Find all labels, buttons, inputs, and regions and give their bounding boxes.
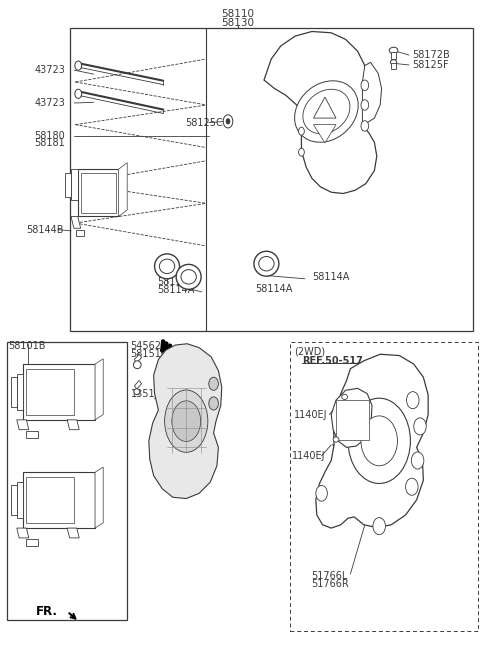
- Ellipse shape: [295, 81, 358, 142]
- Ellipse shape: [75, 61, 82, 70]
- Text: 51766R: 51766R: [311, 579, 349, 589]
- Bar: [391, 63, 396, 69]
- Ellipse shape: [159, 259, 175, 274]
- Text: 1140EJ: 1140EJ: [292, 451, 325, 461]
- Ellipse shape: [254, 251, 279, 276]
- Ellipse shape: [259, 256, 274, 271]
- Text: 58114A: 58114A: [157, 277, 194, 287]
- Text: FR.: FR.: [36, 605, 58, 618]
- Ellipse shape: [361, 100, 369, 110]
- Ellipse shape: [133, 361, 141, 369]
- Polygon shape: [95, 467, 103, 528]
- Ellipse shape: [75, 89, 82, 98]
- Bar: [336, 400, 369, 440]
- Polygon shape: [11, 377, 17, 407]
- Ellipse shape: [333, 437, 339, 442]
- Ellipse shape: [348, 398, 410, 483]
- Text: (2WD): (2WD): [294, 346, 325, 357]
- Text: 43723: 43723: [35, 65, 65, 75]
- Polygon shape: [26, 539, 38, 546]
- Ellipse shape: [361, 416, 397, 466]
- Polygon shape: [17, 482, 23, 518]
- Ellipse shape: [316, 485, 327, 501]
- Polygon shape: [76, 230, 84, 236]
- Polygon shape: [26, 431, 38, 438]
- Text: 54562D: 54562D: [131, 341, 169, 352]
- Ellipse shape: [303, 89, 350, 134]
- Text: 58101B: 58101B: [9, 341, 46, 352]
- Bar: [23, 364, 95, 420]
- Text: 58114A: 58114A: [312, 272, 349, 283]
- Ellipse shape: [342, 394, 348, 400]
- Ellipse shape: [172, 401, 201, 441]
- Polygon shape: [316, 354, 428, 528]
- Polygon shape: [67, 528, 79, 538]
- Text: 58125C: 58125C: [185, 117, 223, 128]
- Bar: [23, 472, 95, 528]
- Polygon shape: [149, 344, 222, 499]
- Polygon shape: [313, 97, 336, 118]
- Ellipse shape: [176, 264, 201, 289]
- Text: 1140EJ: 1140EJ: [294, 409, 328, 420]
- Text: 58114A: 58114A: [157, 285, 194, 295]
- Polygon shape: [67, 420, 79, 430]
- Ellipse shape: [373, 518, 385, 535]
- Bar: [70, 28, 473, 331]
- Text: 58181: 58181: [35, 138, 65, 148]
- Polygon shape: [119, 163, 127, 216]
- Ellipse shape: [414, 418, 426, 435]
- Polygon shape: [17, 420, 29, 430]
- Text: 58144B: 58144B: [26, 224, 64, 235]
- Ellipse shape: [299, 148, 304, 156]
- Ellipse shape: [406, 478, 418, 495]
- Polygon shape: [71, 169, 78, 200]
- Polygon shape: [264, 31, 377, 194]
- Ellipse shape: [155, 254, 180, 279]
- Ellipse shape: [226, 119, 230, 124]
- Bar: [391, 52, 396, 59]
- Polygon shape: [71, 216, 81, 228]
- Ellipse shape: [181, 270, 196, 284]
- Ellipse shape: [223, 115, 233, 128]
- Ellipse shape: [390, 60, 396, 65]
- Ellipse shape: [209, 397, 218, 410]
- Polygon shape: [65, 173, 71, 197]
- Ellipse shape: [134, 388, 140, 394]
- Polygon shape: [362, 62, 382, 126]
- Ellipse shape: [209, 377, 218, 390]
- Polygon shape: [17, 374, 23, 410]
- Text: 58125F: 58125F: [412, 60, 448, 70]
- Ellipse shape: [389, 47, 398, 54]
- Ellipse shape: [407, 392, 419, 409]
- Text: 58180: 58180: [35, 131, 65, 141]
- Polygon shape: [134, 354, 142, 363]
- Ellipse shape: [411, 452, 424, 469]
- Ellipse shape: [165, 390, 208, 453]
- Text: 58110: 58110: [221, 9, 254, 20]
- Text: REF.50-517: REF.50-517: [302, 356, 363, 366]
- Bar: [290, 342, 478, 631]
- Text: 51766L: 51766L: [311, 571, 348, 581]
- Bar: [7, 342, 127, 620]
- Text: 43723: 43723: [35, 98, 65, 108]
- Bar: [26, 369, 74, 415]
- Ellipse shape: [361, 121, 369, 131]
- Ellipse shape: [299, 127, 304, 135]
- Text: 1351JD: 1351JD: [131, 389, 166, 400]
- Bar: [26, 477, 74, 523]
- Polygon shape: [134, 380, 142, 389]
- Ellipse shape: [361, 80, 369, 91]
- Polygon shape: [11, 485, 17, 515]
- Text: 58151C: 58151C: [131, 348, 168, 359]
- Bar: [78, 169, 119, 216]
- Bar: [81, 173, 116, 213]
- Polygon shape: [95, 359, 103, 420]
- Text: 58172B: 58172B: [412, 50, 450, 60]
- Text: 58114A: 58114A: [255, 283, 293, 294]
- Polygon shape: [331, 388, 372, 447]
- Text: 58130: 58130: [221, 18, 254, 28]
- Polygon shape: [17, 528, 29, 538]
- Polygon shape: [313, 125, 336, 143]
